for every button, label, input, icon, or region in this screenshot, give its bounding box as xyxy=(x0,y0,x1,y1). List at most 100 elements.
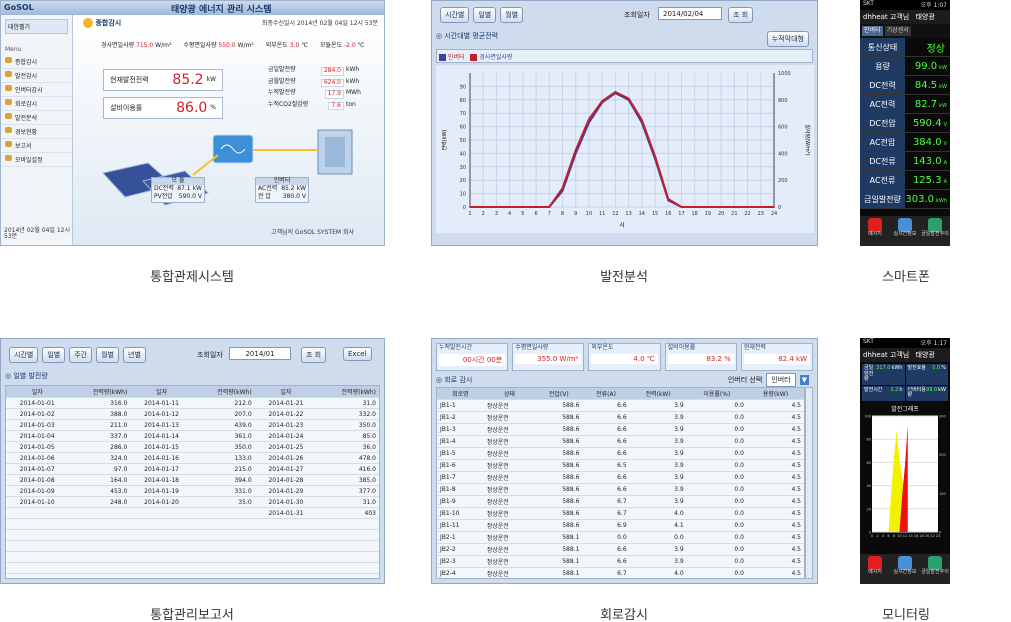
site-selector[interactable]: 대한펠기 xyxy=(5,19,68,34)
scrollbar[interactable] xyxy=(805,387,813,579)
y-tick-label: 20 xyxy=(460,178,466,184)
sidebar-item[interactable]: 경보현황 xyxy=(1,125,72,140)
period-buttons: 시간별 일별 주간 월별 년별 xyxy=(9,347,146,363)
sidebar-item[interactable]: 종합감시 xyxy=(1,55,72,70)
y-tick-label: 0 xyxy=(869,531,871,535)
data-point xyxy=(535,206,537,208)
table-row[interactable]: JB1-2 정상운전 588.6 6.6 3.9 0.0 4.5 xyxy=(437,411,804,424)
stat-cell: 금일발전량 317.0 kWh xyxy=(862,364,905,385)
caption-6: 모니터링 xyxy=(882,608,930,622)
y-tick-label: 60 xyxy=(460,125,466,131)
menu-icon xyxy=(5,71,12,78)
period-button[interactable]: 년별 xyxy=(123,347,146,363)
period-button[interactable]: 월별 xyxy=(96,347,119,363)
chart-background xyxy=(436,65,814,233)
summary-card: 현재전력 82.4 kW xyxy=(740,343,814,371)
building-icon xyxy=(317,129,353,175)
sidebar-item[interactable]: 발전분석 xyxy=(1,111,72,126)
search-button[interactable]: 조 회 xyxy=(728,7,754,23)
y-right-tick-label: 100 xyxy=(939,492,946,496)
sidebar-item[interactable]: 회로감시 xyxy=(1,97,72,112)
caption-1: 통합관제시스템 xyxy=(150,270,234,285)
cumulative-bar-button[interactable]: 누적막대형 xyxy=(766,31,809,47)
data-point xyxy=(601,100,603,102)
status-row: 통신상태 정상 xyxy=(860,38,950,57)
current-power-card: 현재발전전력 85.2 kW xyxy=(103,69,223,91)
table-row[interactable]: JB1-3 정상운전 588.6 6.6 3.9 0.0 4.5 xyxy=(437,423,804,436)
sidebar-item[interactable]: 인버터감시 xyxy=(1,83,72,98)
table-row[interactable]: JB2-1 정상운전 588.1 0.0 0.0 0.0 4.5 xyxy=(437,531,804,544)
table-row[interactable]: JB1-5 정상운전 588.6 6.6 3.9 0.0 4.5 xyxy=(437,447,804,460)
nav-item[interactable]: 메시지 xyxy=(860,216,890,246)
table-row: 2014-01-10 248.0 2014-01-20 35.0 2014-01-30 3… xyxy=(6,496,379,508)
nav-item[interactable]: 금일발전추이 xyxy=(920,216,950,246)
period-button[interactable]: 시간별 xyxy=(9,347,39,363)
column-header: 전력량(kWh) xyxy=(192,386,255,398)
app-header: dhheat 고객님 태양광 xyxy=(860,10,950,24)
period-button[interactable]: 시간별 xyxy=(440,7,470,23)
data-point xyxy=(548,206,551,208)
menu-icon xyxy=(5,99,12,106)
status-bar: SKT 오후 1:07 xyxy=(860,0,950,10)
data-point xyxy=(707,206,709,208)
table-row[interactable]: JB1-1 정상운전 588.6 6.6 3.9 0.0 4.5 xyxy=(437,399,804,412)
data-point xyxy=(614,91,617,93)
table-row[interactable]: JB2-3 정상운전 588.1 6.6 3.9 0.0 4.5 xyxy=(437,555,804,568)
sidebar-item[interactable]: 모바일설정 xyxy=(1,153,72,168)
legend-check-icon[interactable] xyxy=(439,54,446,61)
period-button[interactable]: 주간 xyxy=(69,347,93,363)
period-button[interactable]: 월별 xyxy=(500,7,524,23)
table-row[interactable]: JB1-9 정상운전 588.6 6.7 3.9 0.0 4.5 xyxy=(437,495,804,508)
y-tick-label: 90 xyxy=(460,84,466,90)
bottom-nav: 메시지 실시간정보 금일발전추이 xyxy=(860,216,950,246)
sidebar-item[interactable]: 발전감시 xyxy=(1,69,72,84)
legend-inverter: 인버터 xyxy=(447,54,465,61)
nav-item[interactable]: 금일발전추이 xyxy=(920,554,950,584)
tab-weather[interactable]: 기상센서 xyxy=(884,26,911,36)
table-row[interactable]: JB2-2 정상운전 588.1 6.6 3.9 0.0 4.5 xyxy=(437,543,804,556)
x-tick-label: 22 xyxy=(930,534,934,538)
nav-item[interactable]: 메시지 xyxy=(860,554,890,584)
table-row[interactable]: JB1-10 정상운전 588.6 6.7 4.0 0.0 4.5 xyxy=(437,507,804,520)
table-row[interactable]: JB1-7 정상운전 588.6 6.6 3.9 0.0 4.5 xyxy=(437,471,804,484)
sidebar-item[interactable]: 보고서 xyxy=(1,139,72,154)
status-row: AC전류 125.3 A xyxy=(860,171,950,190)
table-row[interactable]: JB1-6 정상운전 588.6 6.5 3.9 0.0 4.5 xyxy=(437,459,804,472)
nav-item[interactable]: 실시간정보 xyxy=(890,554,920,584)
excel-button[interactable]: Excel xyxy=(343,347,372,361)
month-input[interactable]: 2014/01 xyxy=(229,347,291,360)
legend-irradiance: 경사면일사량 xyxy=(479,54,513,61)
period-button[interactable]: 일별 xyxy=(42,347,66,363)
x-tick-label: 24 xyxy=(771,211,777,217)
table-row: 2014-01-04 337.0 2014-01-14 361.0 2014-01-24… xyxy=(6,430,379,442)
legend-bar: 인버터 경사면일사량 xyxy=(436,49,813,63)
table-row[interactable]: JB2-4 정상운전 588.1 6.7 4.0 0.0 4.5 xyxy=(437,567,804,578)
x-tick-label: 18 xyxy=(692,211,698,217)
tab-inverter[interactable]: 인버터 xyxy=(862,26,883,36)
x-tick-label: 6 xyxy=(887,534,889,538)
search-button[interactable]: 조 회 xyxy=(301,347,327,363)
section-title: 종합감시 xyxy=(83,18,121,28)
table-row: 2014-01-02 388.0 2014-01-12 207.0 2014-01-22… xyxy=(6,408,379,420)
x-tick-label: 17 xyxy=(678,211,684,217)
header-row: 일자 전력량(kWh) 일자 전력량(kWh) 일자 전력량(kWh) xyxy=(6,386,379,398)
legend-check-icon[interactable] xyxy=(470,54,478,61)
inverter-select[interactable]: 인버터 xyxy=(766,373,796,387)
empty-row xyxy=(6,551,379,563)
period-button[interactable]: 일별 xyxy=(473,7,497,23)
monitoring-phone-screen: SKT 오후 1:17 dhheat 고객님 태양광 금일발전량 317.0 kWh 발… xyxy=(860,338,950,584)
table-row[interactable]: JB1-4 정상운전 588.6 6.6 3.9 0.0 4.5 xyxy=(437,435,804,448)
x-tick-label: 10 xyxy=(897,534,901,538)
date-input[interactable]: 2014/02/04 xyxy=(658,7,722,20)
table-row[interactable]: JB1-8 정상운전 588.6 6.6 3.9 0.0 4.5 xyxy=(437,483,804,496)
system-title: 태양광 에너지 관리 시스템 xyxy=(171,5,272,15)
inverter-selector: 인버터 선택 인버터 ▼ xyxy=(728,373,809,387)
summary-card: 설비이용률 83.2 % xyxy=(664,343,737,371)
y-tick-label: 30 xyxy=(460,165,466,171)
table-row[interactable]: JB1-11 정상운전 588.6 6.9 4.1 0.0 4.5 xyxy=(437,519,804,532)
chevron-down-icon[interactable]: ▼ xyxy=(799,375,809,385)
data-point xyxy=(574,149,577,151)
nav-item[interactable]: 실시간정보 xyxy=(890,216,920,246)
plant-illustration xyxy=(102,129,353,206)
area-series-2 xyxy=(899,425,908,532)
